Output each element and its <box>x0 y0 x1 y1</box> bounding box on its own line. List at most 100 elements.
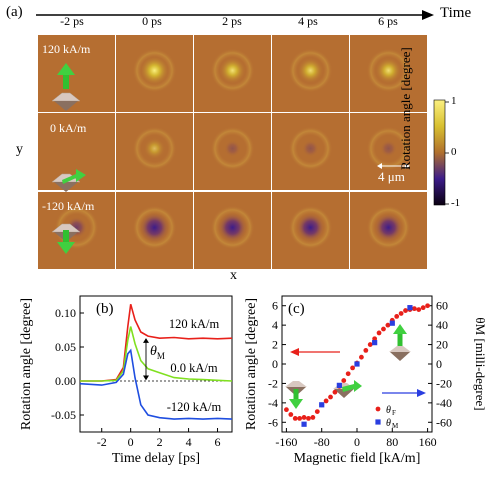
left-axis-arrow-head <box>290 348 299 356</box>
legend-label-theta-f: θ <box>386 405 391 416</box>
kerr-image-cell <box>272 192 349 269</box>
series-label: 0.0 kA/m <box>170 361 218 375</box>
y-tick-label: -6 <box>268 415 278 429</box>
data-point-theta-f <box>345 371 351 377</box>
colorbar-tick-label: 1 <box>451 95 457 107</box>
x-tick-label: 2 <box>157 435 163 449</box>
signal-spot <box>375 57 402 84</box>
data-point-theta-f <box>332 389 338 395</box>
kerr-image-cell <box>272 35 349 112</box>
kerr-image-cell <box>350 35 427 112</box>
magnetization-icon <box>51 169 86 192</box>
data-point-theta-m <box>336 382 342 388</box>
row-field-label: -120 kA/m <box>42 199 95 213</box>
data-point-theta-f <box>288 412 294 417</box>
panel-b-label: (b) <box>96 301 114 317</box>
row-field-label: 0 kA/m <box>50 121 87 135</box>
data-point-theta-f <box>367 342 373 347</box>
scale-bar-tip-left <box>377 163 382 169</box>
magnetization-icon <box>51 63 81 111</box>
x-axis-label: Time delay [ps] <box>112 451 200 466</box>
y-tick-label: 6 <box>272 299 278 313</box>
y-tick-label: 0.10 <box>55 306 76 320</box>
data-point-theta-f <box>372 336 378 342</box>
kerr-image-cell <box>116 113 193 190</box>
x-tick-label: -160 <box>275 435 297 449</box>
arrow-head <box>57 63 75 75</box>
cone-shadow <box>54 182 78 192</box>
data-point-theta-f <box>284 407 289 413</box>
data-point-theta-f <box>394 314 400 319</box>
data-point-theta-f <box>306 416 311 421</box>
kerr-image-cell <box>350 192 427 269</box>
arrow-head <box>57 242 75 254</box>
cone-shadow <box>54 101 78 111</box>
x-tick-label: 0 <box>128 435 134 449</box>
scale-bar-tip-right <box>405 163 410 169</box>
panel-c-label: (c) <box>288 301 305 317</box>
y-tick-label: 0 <box>272 357 278 371</box>
x-tick-label: -80 <box>314 435 330 449</box>
series-label: -120 kA/m <box>167 400 222 414</box>
arrow-tilted <box>62 169 86 184</box>
scale-bar-label: 4 μm <box>378 169 405 184</box>
x-tick-label: 6 <box>215 435 221 449</box>
time-label: 6 ps <box>378 14 398 28</box>
data-point-theta-f <box>425 303 430 309</box>
y-tick-label: -2 <box>268 376 278 390</box>
data-point-theta-f <box>411 306 417 312</box>
data-point-theta-f <box>363 348 369 353</box>
legend-marker-theta-m <box>375 419 381 425</box>
x-tick-label: 160 <box>419 435 437 449</box>
arrow-shaft <box>63 73 69 89</box>
signal-spot <box>297 57 324 84</box>
arrow-shaft <box>293 389 299 401</box>
right-axis-arrow-head <box>417 389 426 397</box>
y-axis-label: Rotation angle [degree] <box>19 298 34 430</box>
cone-base <box>285 381 307 387</box>
data-point-theta-m <box>407 305 413 311</box>
data-point-theta-f <box>359 354 364 360</box>
legend-label-theta-m-sub: M <box>392 422 399 430</box>
row-field-label: 120 kA/m <box>42 42 91 56</box>
data-point-theta-f <box>328 394 333 400</box>
arrow-head <box>393 324 407 334</box>
y2-tick-label: 40 <box>436 318 448 332</box>
magnetization-icon <box>333 380 362 398</box>
legend-label-theta-m: θ <box>386 418 391 429</box>
magnetization-icon <box>389 324 411 361</box>
data-point-theta-m <box>354 361 360 367</box>
kerr-image-cell <box>272 113 349 190</box>
cone-base <box>389 346 411 352</box>
kerr-image-cell <box>116 35 193 112</box>
kerr-image-cell <box>350 113 427 190</box>
arrow-head <box>289 399 303 409</box>
legend-marker-theta-f <box>375 406 381 412</box>
y-axis-label: Rotation angle [degree] <box>244 298 259 430</box>
data-point-theta-m <box>319 402 325 408</box>
signal-spot <box>374 213 403 242</box>
signal-spot <box>143 137 166 160</box>
signal-spot <box>219 57 246 84</box>
y2-tick-label: -60 <box>436 415 452 429</box>
time-axis-label: Time <box>440 5 472 21</box>
y2-tick-label: -20 <box>436 376 452 390</box>
signal-spot <box>139 55 170 86</box>
time-label: -2 ps <box>60 14 84 28</box>
y2-axis-label: θM [milli-degree] <box>473 317 488 410</box>
theta-m-arrow-top <box>143 338 149 343</box>
magnetization-icon <box>285 381 307 409</box>
panel-a-label: (a) <box>6 4 23 20</box>
data-point-theta-m <box>301 421 307 427</box>
data-point-theta-m <box>372 340 378 346</box>
series-label: 120 kA/m <box>169 317 220 331</box>
data-point-theta-f <box>416 307 422 312</box>
x-tick-label: 80 <box>386 435 398 449</box>
arrow-shaft <box>397 332 403 346</box>
y-axis-label: y <box>16 142 23 157</box>
time-arrow <box>36 10 434 20</box>
kerr-image-cell <box>116 192 193 269</box>
y2-tick-label: 0 <box>436 357 442 371</box>
